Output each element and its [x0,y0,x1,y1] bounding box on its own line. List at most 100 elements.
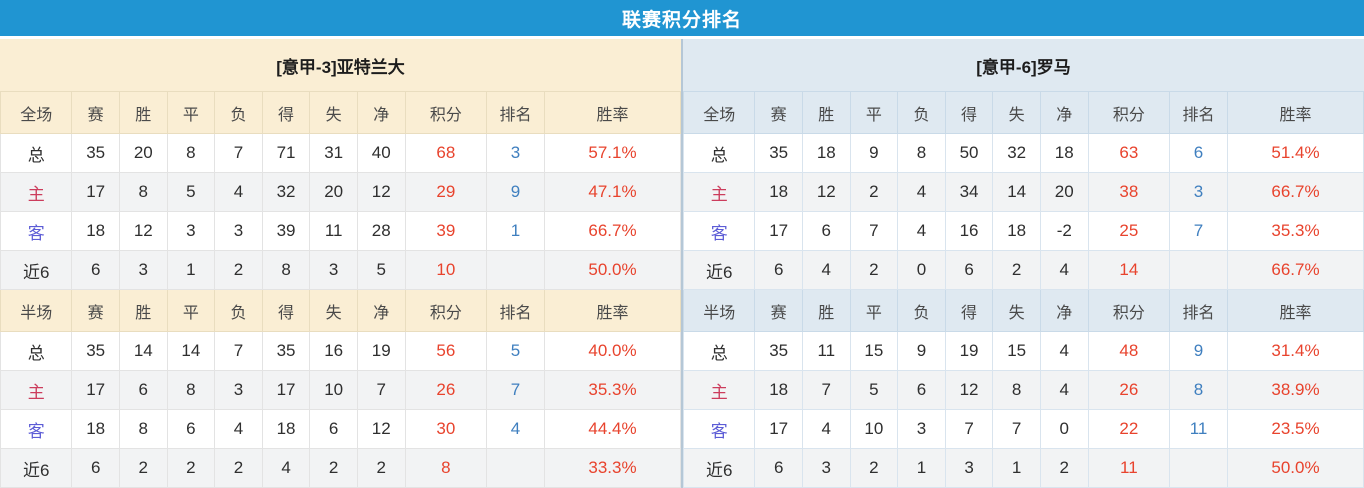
column-header: 赛 [71,91,120,134]
win-rate-cell: 35.3% [1226,211,1364,251]
table-row: 客 18 12 3 3 39 11 28 39 1 66.7% [0,211,682,251]
column-header: 排名 [1169,91,1228,134]
row-label: 近6 [0,448,73,488]
win-rate-cell: 33.3% [543,448,682,488]
stat-cell: 12 [356,172,406,212]
row-label: 客 [0,211,73,251]
stat-cell: 4 [214,172,263,212]
stat-cell: 12 [118,211,168,251]
column-header: 净 [1039,91,1089,134]
stat-cell: 1 [992,448,1041,488]
stat-cell: 8 [166,133,216,173]
win-rate-cell: 50.0% [1226,448,1364,488]
stat-cell: 0 [897,250,946,290]
column-header: 得 [261,91,311,134]
column-header: 半场 [0,289,73,332]
column-header: 负 [214,91,263,134]
stat-cell: 35 [754,331,803,371]
stat-cell: 0 [1039,409,1089,449]
row-label: 主 [682,370,756,410]
row-label: 主 [0,370,73,410]
row-label: 客 [0,409,73,449]
win-rate-cell: 38.9% [1226,370,1364,410]
rank-cell [486,250,545,290]
stat-cell: 2 [118,448,168,488]
rank-cell: 3 [486,133,545,173]
rank-cell: 3 [1169,172,1228,212]
win-rate-cell: 66.7% [1226,172,1364,212]
page-title: 联赛积分排名 [621,9,742,31]
stat-cell: 15 [992,331,1041,371]
stat-cell: 71 [261,133,311,173]
rank-cell: 4 [486,409,545,449]
stat-cell: 3 [309,250,358,290]
stat-cell: 6 [166,409,216,449]
stat-cell: 7 [944,409,994,449]
stat-cell: 8 [166,370,216,410]
column-header: 失 [992,91,1041,134]
stat-cell: 16 [944,211,994,251]
stat-cell: 3 [118,250,168,290]
stat-cell: 20 [1039,172,1089,212]
stat-cell: 4 [1039,331,1089,371]
stat-cell: 4 [897,172,946,212]
column-header: 胜率 [1226,91,1364,134]
team-name: [意甲-6]罗马 [683,39,1364,91]
stat-cell: 9 [849,133,899,173]
stat-cell: 14 [992,172,1041,212]
stat-cell: 18 [801,133,851,173]
win-rate-cell: 57.1% [543,133,682,173]
stat-cell: 18 [71,211,120,251]
stat-cell: 15 [849,331,899,371]
column-header: 排名 [1169,289,1228,332]
stat-cell: 11 [801,331,851,371]
table-row: 近6 6 2 2 2 4 2 2 8 33.3% [0,448,682,488]
column-header: 排名 [486,91,545,134]
win-rate-cell: 50.0% [543,250,682,290]
points-cell: 38 [1087,172,1171,212]
points-cell: 56 [404,331,488,371]
points-cell: 30 [404,409,488,449]
table-row: 主 17 6 8 3 17 10 7 26 7 35.3% [0,370,682,410]
column-header: 得 [944,289,994,332]
row-label: 客 [682,409,756,449]
stat-cell: 3 [897,409,946,449]
column-header: 失 [309,91,358,134]
stat-cell: 6 [944,250,994,290]
column-header: 积分 [404,91,488,134]
rank-cell: 11 [1169,409,1228,449]
stat-cell: 35 [71,331,120,371]
stat-cell: 17 [261,370,311,410]
team-panel-atalanta: [意甲-3]亚特兰大 全场赛胜平负得失净积分 排名 胜率总 35 20 8 7 71 31 40 6… [0,39,682,488]
column-header: 胜 [801,289,851,332]
stat-cell: 6 [754,448,803,488]
column-header: 胜率 [543,91,682,134]
column-header: 全场 [0,91,73,134]
column-header: 得 [944,91,994,134]
stat-cell: 35 [261,331,311,371]
column-header: 积分 [1087,289,1171,332]
stat-cell: 31 [309,133,358,173]
stat-cell: 7 [356,370,406,410]
column-header-row: 半场赛胜平负得失净积分 排名 胜率 [0,289,682,332]
column-header: 积分 [404,289,488,332]
stat-cell: 12 [356,409,406,449]
column-header-row: 全场赛胜平负得失净积分 排名 胜率 [682,91,1364,134]
stat-cell: 7 [214,331,263,371]
stat-cell: 19 [356,331,406,371]
stat-cell: 6 [801,211,851,251]
stat-cell: 2 [214,250,263,290]
stat-cell: 1 [166,250,216,290]
column-header: 净 [356,91,406,134]
table-row: 总 35 20 8 7 71 31 40 68 3 57.1% [0,133,682,173]
stat-cell: 4 [897,211,946,251]
stat-cell: 12 [801,172,851,212]
stat-cell: 18 [71,409,120,449]
row-label: 主 [0,172,73,212]
stat-cell: 6 [71,250,120,290]
stat-cell: 6 [754,250,803,290]
stat-cell: 20 [118,133,168,173]
rank-cell: 5 [486,331,545,371]
stat-cell: 17 [754,409,803,449]
column-header: 积分 [1087,91,1171,134]
